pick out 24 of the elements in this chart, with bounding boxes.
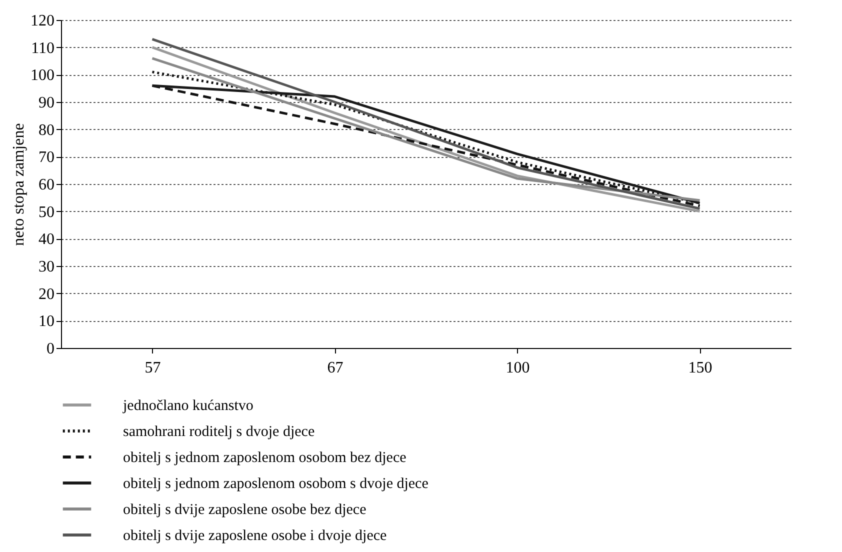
y-axis-title: neto stopa zamjene — [10, 123, 28, 246]
legend-label: jednočlano kućanstvo — [122, 398, 254, 414]
legend-label: samohrani roditelj s dvoje djece — [123, 424, 315, 440]
x-tick-label: 57 — [144, 360, 161, 376]
legend-label: obitelj s jednom zaposlenom osobom s dvoje djece — [123, 476, 429, 492]
x-tick-label: 100 — [506, 360, 530, 376]
y-tick-label: 10 — [38, 313, 54, 330]
y-tick-label: 30 — [38, 258, 54, 276]
legend-label: obitelj s jednom zaposlenom osobom bez djece — [123, 450, 407, 466]
y-tick-label: 70 — [38, 149, 54, 166]
y-tick-label: 40 — [38, 231, 54, 248]
y-tick-label: 20 — [38, 286, 54, 303]
y-tick-label: 50 — [38, 204, 54, 221]
x-tick-label: 150 — [688, 360, 712, 376]
y-tick-label: 110 — [31, 40, 54, 57]
y-tick-label: 80 — [38, 122, 54, 139]
x-tick-label: 67 — [327, 360, 344, 376]
y-tick-label: 60 — [38, 176, 54, 194]
y-tick-label: 100 — [30, 67, 54, 84]
legend-label: obitelj s dvije zaposlene osobe i dvoje djece — [123, 528, 388, 544]
legend-label: obitelj s dvije zaposlene osobe bez djece — [123, 502, 367, 518]
y-tick-label: 120 — [30, 12, 54, 30]
y-tick-label: 0 — [46, 340, 54, 358]
y-tick-label: 90 — [38, 94, 54, 112]
